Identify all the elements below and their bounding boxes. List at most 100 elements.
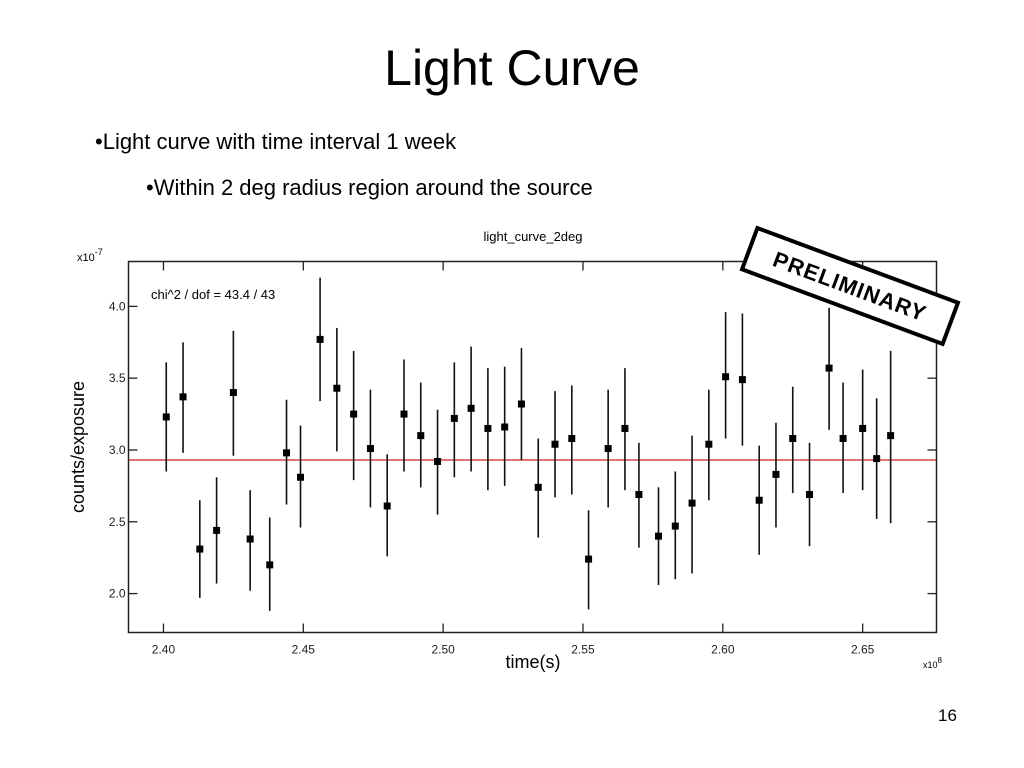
stamp-border <box>739 225 961 347</box>
data-point <box>873 398 881 519</box>
square-marker <box>383 502 391 510</box>
data-point <box>772 422 780 528</box>
data-point <box>467 346 475 472</box>
y-tick-label: 2.5 <box>109 515 126 529</box>
square-marker <box>297 473 305 481</box>
data-point <box>654 487 662 585</box>
square-marker <box>873 455 881 463</box>
x-scale-label: x108 <box>923 656 943 670</box>
square-marker <box>654 532 662 540</box>
square-marker <box>213 526 221 534</box>
square-marker <box>859 424 867 432</box>
data-point <box>585 510 593 610</box>
square-marker <box>484 424 492 432</box>
square-marker <box>887 432 895 440</box>
square-marker <box>333 384 341 392</box>
square-marker <box>806 490 814 498</box>
data-point <box>738 313 746 446</box>
square-marker <box>755 496 763 504</box>
y-tick-label: 2.0 <box>109 587 126 601</box>
data-point <box>534 438 542 538</box>
data-point <box>196 500 204 598</box>
square-marker <box>621 424 629 432</box>
data-point <box>568 385 576 495</box>
x-tick-label: 2.65 <box>851 643 875 657</box>
data-point <box>434 409 442 515</box>
data-point <box>333 327 341 452</box>
y-axis-label: counts/exposure <box>68 381 88 513</box>
data-point <box>806 442 814 547</box>
x-tick-label: 2.55 <box>571 643 595 657</box>
square-marker <box>604 445 612 453</box>
square-marker <box>162 413 170 421</box>
square-marker <box>534 483 542 491</box>
square-marker <box>366 445 374 453</box>
square-marker <box>517 400 525 408</box>
x-axis-label: time(s) <box>506 652 561 672</box>
x-tick-label: 2.45 <box>292 643 316 657</box>
square-marker <box>568 434 576 442</box>
y-tick-label: 4.0 <box>109 299 126 313</box>
data-point <box>266 517 274 611</box>
data-point <box>450 362 458 478</box>
square-marker <box>179 393 187 401</box>
square-marker <box>400 410 408 418</box>
data-point <box>621 368 629 491</box>
square-marker <box>246 535 254 543</box>
page-number: 16 <box>938 706 957 725</box>
axis-ticks: 2.40 2.45 2.50 2.55 2.60 2.65 2.0 2.5 3.0 3.5 4.0 <box>109 261 937 657</box>
preliminary-stamp: PRELIMINARY <box>739 225 961 347</box>
slide-title: Light Curve <box>384 40 640 96</box>
data-point <box>705 389 713 501</box>
data-point <box>283 399 291 505</box>
square-marker <box>450 414 458 422</box>
chi-square-annotation: chi^2 / dof = 43.4 / 43 <box>151 287 275 302</box>
bullet-region: •Within 2 deg radius region around the s… <box>146 175 593 200</box>
data-point <box>229 330 237 456</box>
data-point <box>688 435 696 574</box>
data-point <box>671 471 679 580</box>
data-point <box>839 382 847 494</box>
data-point <box>246 490 254 591</box>
x-tick-label: 2.40 <box>152 643 176 657</box>
data-point <box>517 348 525 461</box>
data-point <box>501 366 509 486</box>
square-marker <box>501 423 509 431</box>
square-marker <box>434 457 442 465</box>
data-point <box>350 350 358 481</box>
square-marker <box>738 376 746 384</box>
bullet-time-interval: •Light curve with time interval 1 week <box>95 129 457 154</box>
square-marker <box>635 490 643 498</box>
square-marker <box>229 389 237 397</box>
data-point <box>789 386 797 494</box>
x-tick-label: 2.60 <box>711 643 735 657</box>
data-point <box>400 359 408 472</box>
square-marker <box>772 470 780 478</box>
data-point <box>722 312 730 439</box>
data-point <box>383 454 391 557</box>
data-point <box>297 425 305 528</box>
square-marker <box>585 555 593 563</box>
square-marker <box>551 440 559 448</box>
square-marker <box>789 434 797 442</box>
plot-title: light_curve_2deg <box>483 229 582 244</box>
square-marker <box>266 561 274 569</box>
plot-frame <box>127 260 938 634</box>
square-marker <box>196 545 204 553</box>
data-point <box>635 442 643 548</box>
y-scale-label: x10-7 <box>77 247 103 264</box>
data-point <box>417 382 425 488</box>
square-marker <box>283 449 291 457</box>
square-marker <box>417 432 425 440</box>
data-point <box>859 369 867 491</box>
data-point <box>316 277 324 402</box>
data-point <box>213 477 221 584</box>
data-points <box>162 277 895 611</box>
square-marker <box>671 522 679 530</box>
square-marker <box>722 373 730 381</box>
square-marker <box>839 434 847 442</box>
y-tick-label: 3.0 <box>109 443 126 457</box>
data-point <box>604 389 612 508</box>
square-marker <box>467 404 475 412</box>
